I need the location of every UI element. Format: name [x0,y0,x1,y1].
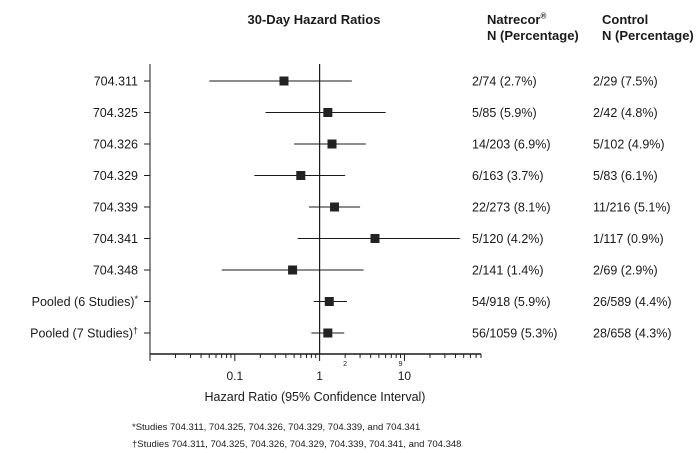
natrecor-value: 5/120 (4.2%) [472,232,544,246]
row-label: 704.329 [93,169,138,183]
row-label: 704.325 [93,106,138,120]
chart-title: 30-Day Hazard Ratios [247,12,381,27]
natrecor-value: 6/163 (3.7%) [472,169,544,183]
x-axis-label: Hazard Ratio (95% Confidence Interval) [205,390,426,404]
hr-marker [288,265,298,275]
natrecor-column-header: Natrecor® N (Percentage) [487,12,579,44]
x-tick-label: 9 [399,361,403,368]
natrecor-header-line2: N (Percentage) [487,28,579,43]
control-value: 5/102 (4.9%) [593,138,665,152]
control-value: 5/83 (6.1%) [593,169,658,183]
control-value: 28/658 (4.3%) [593,327,672,341]
x-tick-label: 2 [343,361,347,368]
row-label: Pooled (7 Studies)† [30,326,138,341]
row-label: 704.341 [93,232,138,246]
natrecor-value: 14/203 (6.9%) [472,138,551,152]
control-value: 11/216 (5.1%) [593,201,671,215]
control-value: 2/42 (4.8%) [593,106,658,120]
natrecor-value: 5/85 (5.9%) [472,106,537,120]
row-label-footnote-mark: * [134,294,138,304]
natrecor-value: 56/1059 (5.3%) [472,327,557,341]
control-header-line1: Control [602,12,649,27]
registered-mark: ® [540,11,547,21]
control-header-line2: N (Percentage) [602,28,694,43]
hr-marker [324,297,334,306]
control-value: 2/69 (2.9%) [593,264,658,278]
natrecor-value: 2/141 (1.4%) [472,264,544,278]
row-label: 704.348 [93,264,138,278]
row-label-footnote-mark: † [133,326,138,336]
row-label: Pooled (6 Studies)* [32,294,139,309]
hr-marker [330,202,340,212]
footnote-pooled-6: *Studies 704.311, 704.325, 704.326, 704.… [132,422,421,433]
natrecor-value: 54/918 (5.9%) [472,295,551,309]
hr-marker [327,139,337,149]
control-value: 2/29 (7.5%) [593,75,658,89]
natrecor-header-line1: Natrecor [487,12,541,27]
x-tick-label: 10 [398,369,412,383]
hr-marker [370,234,380,243]
x-tick-label: 1 [316,369,323,383]
x-tick-label: 0.1 [226,369,243,383]
hr-marker [296,171,306,180]
row-label: 704.311 [94,75,138,89]
row-label: 704.339 [93,201,138,215]
hr-marker [323,328,333,338]
control-value: 1/117 (0.9%) [593,232,664,246]
row-label: 704.326 [93,138,138,152]
natrecor-value: 2/74 (2.7%) [472,75,537,89]
footnote-pooled-7: †Studies 704.311, 704.325, 704.326, 704.… [132,439,462,450]
hr-marker [279,76,289,86]
control-value: 26/589 (4.4%) [593,295,672,309]
hr-marker [323,108,333,117]
natrecor-value: 22/273 (8.1%) [472,201,551,215]
control-column-header: Control N (Percentage) [602,12,694,44]
